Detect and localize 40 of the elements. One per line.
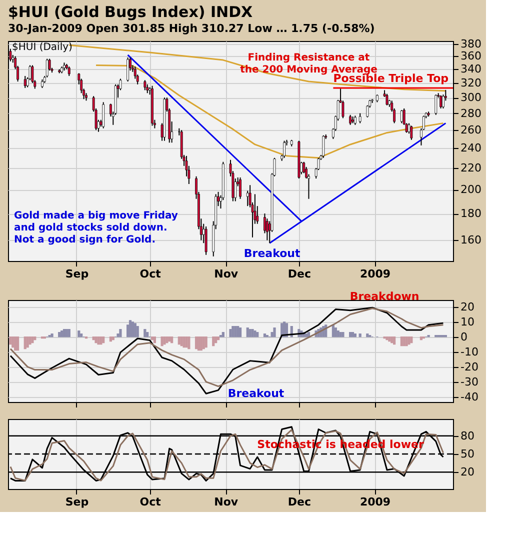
y-tick-label: 20 bbox=[460, 300, 474, 314]
y-tick-label: -20 bbox=[460, 360, 478, 374]
x-tick-label: Dec bbox=[288, 496, 312, 508]
annotation: Breakdown bbox=[350, 290, 420, 303]
y-tick-label: 260 bbox=[460, 124, 482, 137]
y-tick-label: 320 bbox=[460, 76, 482, 90]
y-tick-label: 300 bbox=[460, 91, 482, 104]
y-tick-label: -30 bbox=[460, 375, 478, 388]
y-tick-label: 240 bbox=[460, 142, 482, 155]
x-tick-label: Dec bbox=[288, 268, 312, 280]
annotation: $HUI (Daily) bbox=[12, 42, 73, 53]
annotation: Breakout bbox=[228, 386, 284, 400]
x-tick-label: 2009 bbox=[360, 268, 391, 280]
x-tick-label: Nov bbox=[214, 496, 239, 508]
y-tick-label: 180 bbox=[460, 207, 482, 220]
chart-subtitle: 30-Jan-2009 Open 301.85 High 310.27 Low … 1.75 (-0.58%) bbox=[8, 22, 375, 35]
y-tick-label: -10 bbox=[460, 345, 478, 358]
y-tick-label: 160 bbox=[460, 234, 482, 247]
y-tick-label: -40 bbox=[460, 390, 478, 404]
y-tick-label: 0 bbox=[460, 330, 468, 344]
y-tick-label: 220 bbox=[460, 161, 482, 174]
chart-title: $HUI (Gold Bugs Index) INDX bbox=[8, 2, 254, 21]
y-tick-label: 200 bbox=[460, 183, 482, 196]
y-tick-label: 80 bbox=[460, 429, 474, 442]
annotation: Gold made a big move Friday and gold stocks sold down. Not a good sign for Gold. bbox=[14, 210, 178, 246]
x-tick-label: Oct bbox=[140, 496, 161, 508]
y-tick-label: 10 bbox=[460, 315, 474, 328]
y-tick-label: 340 bbox=[460, 62, 482, 76]
y-tick-label: 360 bbox=[460, 50, 482, 63]
y-tick-label: 50 bbox=[460, 448, 474, 460]
x-tick-label: 2009 bbox=[360, 496, 391, 508]
x-tick-label: Nov bbox=[214, 268, 239, 280]
y-tick-label: 380 bbox=[460, 37, 482, 50]
x-tick-label: Sep bbox=[65, 268, 89, 280]
x-tick-label: Sep bbox=[65, 496, 89, 508]
y-tick-label: 280 bbox=[460, 106, 482, 120]
annotation: Finding Resistance at the 200 Moving Average bbox=[240, 52, 378, 76]
y-tick-label: 20 bbox=[460, 466, 474, 479]
x-tick-label: Oct bbox=[140, 268, 161, 280]
annotation: Breakout bbox=[244, 247, 300, 260]
